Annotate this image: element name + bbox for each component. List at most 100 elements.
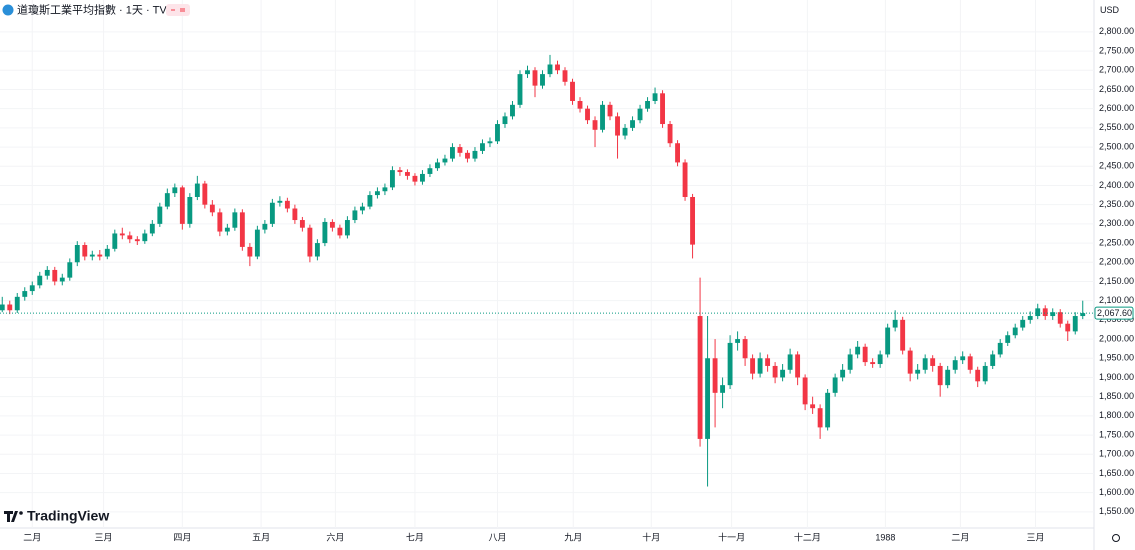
candle-body	[29, 285, 35, 292]
candle-body	[89, 254, 95, 257]
y-tick-label: 2,250.00	[1099, 237, 1134, 247]
y-tick-label: 1,850.00	[1099, 391, 1134, 401]
candle-body	[660, 93, 665, 125]
y-tick-label: 1,700.00	[1099, 449, 1134, 459]
candle-body	[772, 365, 778, 378]
candle-body	[277, 200, 283, 203]
candle-body	[472, 150, 478, 159]
last-price-box	[1094, 306, 1134, 320]
candle-body	[367, 195, 373, 207]
candle-body	[840, 369, 846, 378]
candle-body	[412, 175, 418, 182]
x-tick-label: 三月	[1026, 532, 1044, 542]
y-tick-label: 2,650.00	[1099, 84, 1134, 94]
candle-body	[802, 377, 808, 405]
candle-body	[465, 152, 470, 159]
candle-body	[885, 327, 891, 355]
y-tick-label: 2,800.00	[1099, 26, 1134, 36]
candle-body	[652, 93, 658, 101]
candle-body	[757, 358, 763, 374]
candle-body	[37, 275, 43, 286]
candle-body	[1027, 316, 1033, 320]
candle-body	[149, 223, 155, 234]
candle-body	[217, 212, 223, 232]
candle-body	[0, 304, 5, 311]
candle-body	[450, 147, 455, 159]
candle-body	[525, 70, 530, 75]
candle-body	[510, 104, 515, 117]
candle-body	[239, 212, 245, 247]
candle-body	[187, 196, 193, 224]
candle-body	[555, 64, 560, 71]
candle-body	[67, 262, 73, 278]
candle-body	[750, 358, 756, 374]
candle-body	[997, 342, 1003, 355]
candle-body	[892, 319, 898, 328]
candle-body	[179, 187, 185, 224]
candle-body	[1072, 316, 1078, 332]
candle-body	[907, 350, 913, 374]
y-tick-label: 1,550.00	[1099, 506, 1134, 516]
candle-body	[915, 369, 921, 374]
candle-body	[622, 127, 628, 136]
x-tick-label: 二月	[951, 532, 969, 542]
brand-mark	[4, 511, 18, 522]
settings-button[interactable]	[1112, 534, 1120, 542]
candle-body	[735, 339, 741, 343]
candle-body	[495, 124, 500, 142]
candle-body	[502, 116, 508, 125]
candle-body	[487, 141, 493, 144]
candle-body	[562, 70, 568, 82]
candle-body	[435, 162, 440, 169]
candle-body	[104, 248, 110, 257]
candle-body	[675, 143, 680, 163]
currency-label[interactable]: USD	[1100, 5, 1120, 15]
y-tick-label: 1,600.00	[1099, 487, 1134, 497]
candle-body	[645, 100, 650, 109]
candle-body	[1080, 313, 1086, 317]
status-pill[interactable]	[166, 4, 190, 16]
candle-body	[209, 204, 215, 213]
y-tick-label: 2,600.00	[1099, 103, 1134, 113]
candle-body	[254, 229, 260, 257]
candle-body	[990, 354, 996, 366]
candle-body	[442, 158, 448, 163]
candle-body	[585, 108, 590, 121]
candle-body	[59, 277, 65, 282]
candle-body	[262, 223, 268, 230]
candle-body	[427, 168, 433, 174]
candle-body	[922, 358, 928, 370]
candle-body	[299, 220, 305, 228]
candle-body	[615, 116, 620, 136]
candle-body	[517, 74, 523, 105]
candle-body	[127, 235, 133, 240]
candle-body	[134, 239, 140, 242]
candle-body	[742, 339, 748, 359]
candle-body	[690, 196, 696, 245]
candle-body	[232, 212, 238, 228]
y-tick-label: 2,200.00	[1099, 257, 1134, 267]
candle-body	[374, 191, 380, 196]
candle-body	[1065, 323, 1071, 332]
candle-body	[157, 206, 163, 224]
x-tick-label: 十一月	[718, 531, 745, 542]
y-tick-label: 2,000.00	[1099, 333, 1134, 343]
candle-body	[1020, 319, 1026, 328]
candle-body	[547, 64, 553, 75]
candle-body	[825, 392, 831, 428]
y-tick-label: 2,500.00	[1099, 141, 1134, 151]
candle-body	[404, 172, 410, 176]
candle-body	[765, 358, 771, 366]
candle-body	[172, 187, 178, 194]
candle-body	[847, 354, 853, 370]
chart-title: 道瓊斯工業平均指數 · 1天 · TVC	[17, 2, 175, 16]
candle-body	[14, 296, 20, 311]
candle-body	[667, 124, 673, 144]
brand-logo: TradingView	[4, 508, 109, 524]
y-tick-label: 1,800.00	[1099, 410, 1134, 420]
candle-body	[112, 233, 118, 249]
candle-body	[787, 354, 793, 370]
candle-body	[7, 304, 13, 311]
candle-body	[52, 269, 58, 282]
x-tick-label: 九月	[564, 532, 582, 542]
